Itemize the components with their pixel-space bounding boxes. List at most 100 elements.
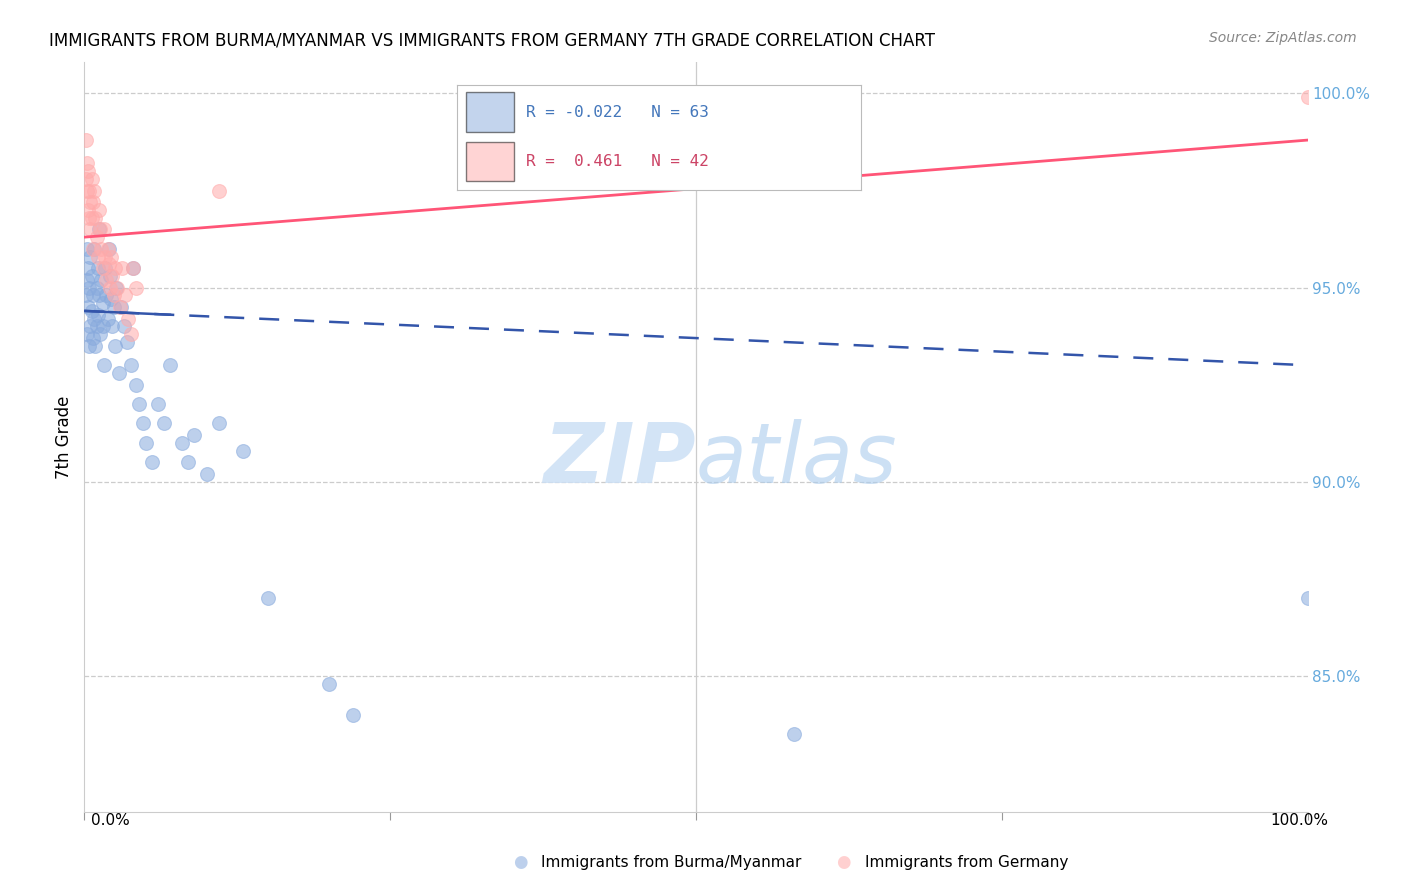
- Point: [76, 327, 98, 342]
- Point: [96, 288, 118, 302]
- Point: [77, 184, 100, 198]
- Point: [177, 455, 200, 469]
- Point: [98, 268, 121, 283]
- Point: [98, 280, 121, 294]
- Point: [108, 300, 131, 314]
- Text: Source: ZipAtlas.com: Source: ZipAtlas.com: [1209, 31, 1357, 45]
- Point: [77, 202, 100, 217]
- Point: [208, 417, 231, 431]
- Point: [82, 331, 104, 345]
- Point: [122, 261, 145, 276]
- Point: [110, 300, 132, 314]
- Point: [120, 358, 142, 372]
- Point: [79, 222, 101, 236]
- Text: Immigrants from Germany: Immigrants from Germany: [865, 855, 1069, 870]
- Text: IMMIGRANTS FROM BURMA/MYANMAR VS IMMIGRANTS FROM GERMANY 7TH GRADE CORRELATION C: IMMIGRANTS FROM BURMA/MYANMAR VS IMMIGRA…: [49, 31, 935, 49]
- Text: Immigrants from Burma/Myanmar: Immigrants from Burma/Myanmar: [541, 855, 801, 870]
- Point: [87, 308, 110, 322]
- Point: [135, 436, 157, 450]
- Point: [104, 261, 127, 276]
- Point: [96, 273, 118, 287]
- Point: [101, 319, 124, 334]
- Point: [76, 242, 98, 256]
- Point: [82, 288, 104, 302]
- Text: ●: ●: [513, 853, 527, 871]
- Point: [75, 133, 97, 147]
- Point: [141, 455, 163, 469]
- Point: [120, 327, 142, 342]
- Point: [342, 707, 364, 722]
- Point: [117, 311, 139, 326]
- Point: [159, 358, 181, 372]
- Point: [105, 280, 128, 294]
- Point: [83, 311, 105, 326]
- Point: [94, 250, 117, 264]
- Point: [103, 300, 125, 314]
- Point: [87, 222, 110, 236]
- Point: [82, 195, 104, 210]
- Point: [77, 164, 100, 178]
- Point: [105, 280, 128, 294]
- Point: [97, 257, 120, 271]
- Text: atlas: atlas: [696, 419, 897, 500]
- Point: [80, 268, 103, 283]
- Point: [83, 242, 105, 256]
- Point: [90, 242, 112, 256]
- Point: [89, 222, 111, 236]
- Text: ●: ●: [837, 853, 851, 871]
- Point: [77, 339, 100, 353]
- Point: [76, 273, 98, 287]
- Point: [122, 261, 145, 276]
- Point: [232, 443, 254, 458]
- Point: [76, 156, 98, 170]
- Point: [77, 300, 100, 314]
- Point: [75, 172, 97, 186]
- Point: [183, 428, 205, 442]
- Point: [86, 280, 108, 294]
- Point: [87, 261, 110, 276]
- Point: [1296, 591, 1319, 606]
- Point: [318, 676, 340, 690]
- Point: [93, 222, 115, 236]
- Point: [90, 273, 112, 287]
- Point: [111, 261, 134, 276]
- Point: [80, 211, 103, 225]
- Point: [91, 296, 114, 310]
- Point: [93, 358, 115, 372]
- Point: [79, 250, 101, 264]
- Point: [153, 417, 176, 431]
- Point: [87, 250, 110, 264]
- Point: [79, 195, 101, 210]
- Point: [83, 184, 105, 198]
- Point: [100, 250, 122, 264]
- Point: [75, 288, 97, 302]
- Point: [100, 292, 122, 306]
- Point: [79, 319, 101, 334]
- Point: [80, 304, 103, 318]
- Point: [82, 242, 104, 256]
- Y-axis label: 7th Grade: 7th Grade: [55, 395, 73, 479]
- Point: [112, 319, 135, 334]
- Point: [208, 184, 231, 198]
- Point: [91, 261, 114, 276]
- Point: [103, 288, 125, 302]
- Point: [783, 727, 806, 741]
- Point: [128, 397, 150, 411]
- Point: [86, 319, 108, 334]
- Point: [172, 436, 194, 450]
- Point: [91, 319, 114, 334]
- Point: [125, 280, 148, 294]
- Point: [1296, 90, 1319, 104]
- Point: [87, 288, 110, 302]
- Text: 100.0%: 100.0%: [1271, 814, 1329, 828]
- Point: [86, 230, 108, 244]
- Point: [77, 261, 100, 276]
- Point: [125, 377, 148, 392]
- Text: ZIP: ZIP: [543, 419, 696, 500]
- Point: [80, 172, 103, 186]
- Point: [76, 184, 98, 198]
- Point: [114, 288, 136, 302]
- Point: [115, 334, 138, 349]
- Point: [97, 311, 120, 326]
- Point: [101, 268, 124, 283]
